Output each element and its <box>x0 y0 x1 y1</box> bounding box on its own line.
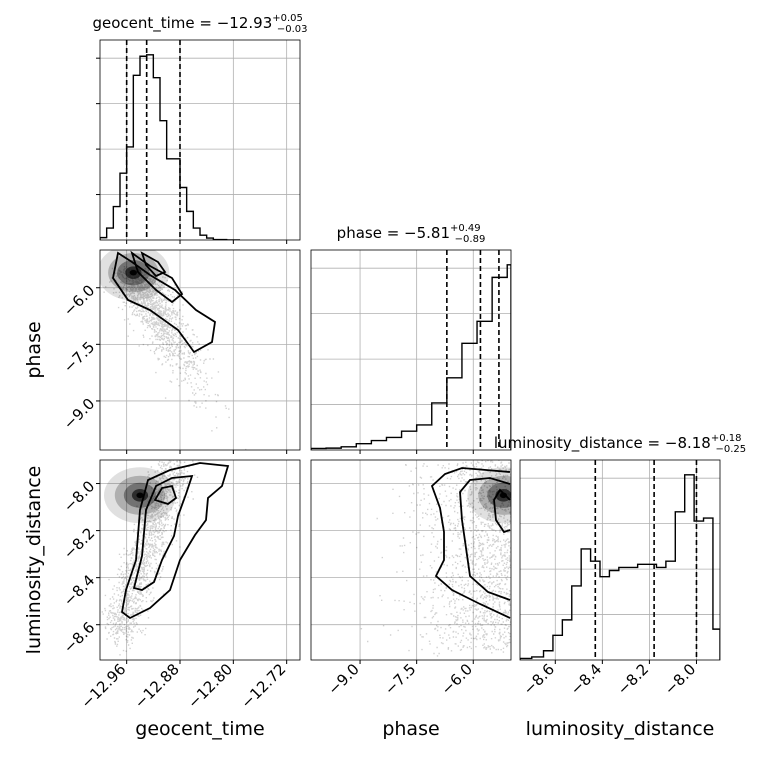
title-plus-error: +0.18 <box>711 433 742 444</box>
x-tick-label-geocent_time: −12.88 <box>131 660 183 712</box>
panel-frame <box>310 459 512 661</box>
density-core-4 <box>129 269 137 276</box>
title-median: phase = −5.81 <box>337 224 450 242</box>
panel-frame <box>99 459 301 661</box>
y-tick-label-luminosity_distance: −8.0 <box>60 477 98 515</box>
panel-title-geocent_time: geocent_time = −12.93+0.05 −0.03 <box>92 13 307 35</box>
contour-phase-luminosity_distance-1 <box>459 477 511 601</box>
x-tick-label-luminosity_distance: −8.2 <box>614 660 652 698</box>
density-core-4 <box>499 492 508 499</box>
y-axis-label-luminosity_distance: luminosity_distance <box>23 466 45 655</box>
panel-phase-vs-luminosity_distance: −9.0 −7.5 −6.0 phase <box>310 459 512 740</box>
panel-title-luminosity_distance: luminosity_distance = −8.18+0.18 −0.25 <box>494 433 746 455</box>
histogram-phase <box>311 264 511 450</box>
contour-phase-luminosity_distance-2 <box>493 488 511 534</box>
title-plus-error: +0.49 <box>450 223 481 234</box>
density-core-1 <box>478 475 511 515</box>
x-axis-label-phase: phase <box>382 718 439 740</box>
x-tick-label-phase: −9.0 <box>324 660 362 698</box>
y-tick-label-luminosity_distance: −8.4 <box>60 571 98 609</box>
x-tick-label-luminosity_distance: −8.4 <box>567 660 605 698</box>
y-axis-label-phase: phase <box>23 321 45 378</box>
title-median: geocent_time = −12.93 <box>92 14 272 33</box>
contour-geocent_time-luminosity_distance-1 <box>132 474 194 591</box>
panel-frame <box>99 249 301 451</box>
y-tick-label-phase: −7.5 <box>60 338 98 376</box>
contour-phase-luminosity_distance-0 <box>430 467 511 619</box>
x-axis-label-luminosity_distance: luminosity_distance <box>526 718 715 740</box>
x-axis-label-geocent_time: geocent_time <box>135 718 264 740</box>
x-tick-label-luminosity_distance: −8.0 <box>661 660 699 698</box>
histogram-luminosity_distance <box>520 474 720 660</box>
contour-geocent_time-phase-1 <box>130 250 184 304</box>
y-tick-label-luminosity_distance: −8.2 <box>60 524 98 562</box>
y-tick-label-phase: −9.0 <box>60 395 98 433</box>
x-tick-label-geocent_time: −12.96 <box>78 660 130 712</box>
panel-frame <box>519 459 721 661</box>
panel-luminosity_distance-vs-luminosity_distance: −8.6 −8.4 −8.2 −8.0 luminosity_distance lumin… <box>494 433 746 740</box>
panel-geocent_time-vs-geocent_time: geocent_time = −12.93+0.05 −0.03 <box>92 13 308 244</box>
title-minus-error: −0.89 <box>455 234 486 245</box>
panel-title-phase: phase = −5.81+0.49 −0.89 <box>337 223 486 245</box>
density-core-4 <box>136 492 144 499</box>
x-tick-label-geocent_time: −12.80 <box>184 660 236 712</box>
title-minus-error: −0.03 <box>277 24 308 35</box>
panel-phase-vs-phase: phase = −5.81+0.49 −0.89 <box>310 223 512 454</box>
x-tick-label-phase: −7.5 <box>381 660 419 698</box>
y-tick-label-phase: −6.0 <box>60 281 98 319</box>
x-tick-label-luminosity_distance: −8.6 <box>520 660 558 698</box>
title-plus-error: +0.05 <box>272 13 303 24</box>
x-tick-label-phase: −6.0 <box>438 660 476 698</box>
panel-geocent_time-vs-luminosity_distance: −12.96 −12.88 −12.80 −12.72 geocent_time −8.6… <box>23 459 301 740</box>
panel-frame <box>310 249 512 451</box>
scatter-geocent_time-luminosity_distance <box>101 460 200 656</box>
scatter-points-geocent_time-luminosity_distance <box>101 460 200 656</box>
contour-geocent_time-phase-0 <box>112 251 216 354</box>
title-minus-error: −0.25 <box>716 444 747 455</box>
x-tick-label-geocent_time: −12.72 <box>238 660 290 712</box>
contour-geocent_time-luminosity_distance-0 <box>121 462 230 620</box>
histogram-geocent_time <box>100 54 240 240</box>
panel-frame <box>99 39 301 241</box>
title-median: luminosity_distance = −8.18 <box>494 434 711 453</box>
y-tick-label-luminosity_distance: −8.6 <box>60 618 98 656</box>
contour-geocent_time-luminosity_distance-2 <box>153 484 178 505</box>
contour-geocent_time-phase-2 <box>140 251 167 278</box>
panel-geocent_time-vs-phase: −9.0 −7.5 −6.0 phase <box>23 249 301 454</box>
